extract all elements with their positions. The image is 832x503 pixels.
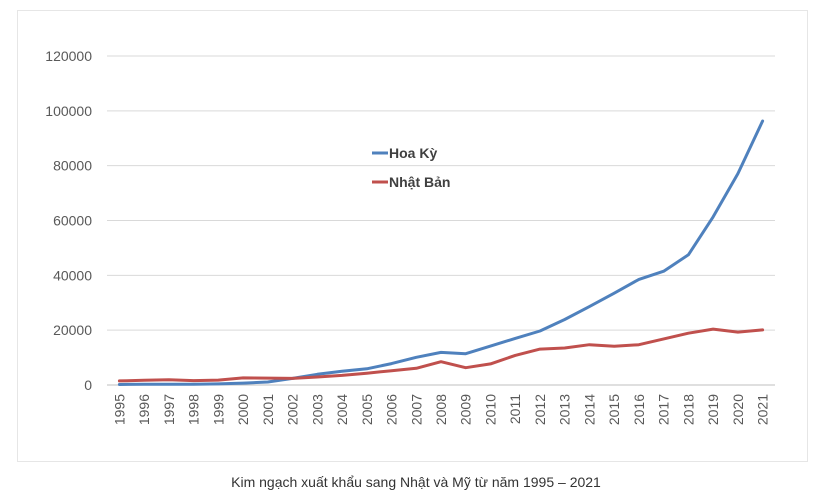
- x-tick-label: 1996: [136, 394, 152, 425]
- series-lines: [117, 119, 765, 386]
- y-tick-label: 120000: [45, 48, 92, 64]
- x-tick-label: 2005: [359, 394, 375, 425]
- y-tick-label: 100000: [45, 103, 92, 119]
- x-tick-label: 1999: [210, 394, 226, 425]
- x-tick-label: 2009: [458, 394, 474, 425]
- legend: Hoa Kỳ Nhật Bản: [372, 145, 450, 190]
- x-tick-label: 2007: [408, 394, 424, 425]
- x-tick-label: 2003: [309, 394, 325, 425]
- x-tick-label: 2012: [532, 394, 548, 425]
- x-tick-label: 2010: [482, 394, 498, 425]
- series-line: [117, 119, 765, 386]
- x-tick-label: 1998: [186, 394, 202, 425]
- x-tick-label: 2013: [557, 394, 573, 425]
- figure-caption: Kim ngạch xuất khẩu sang Nhật và Mỹ từ n…: [231, 474, 601, 490]
- legend-label: Hoa Kỳ: [389, 145, 437, 161]
- x-tick-label: 1995: [111, 394, 127, 425]
- y-tick-label: 60000: [53, 213, 92, 229]
- x-tick-label: 2000: [235, 394, 251, 425]
- y-tick-label: 20000: [53, 322, 92, 338]
- x-tick-label: 2019: [705, 394, 721, 425]
- x-tick-label: 2004: [334, 394, 350, 425]
- y-tick-label: 80000: [53, 158, 92, 174]
- x-tick-label: 2014: [581, 394, 597, 425]
- chart-frame: [17, 10, 808, 462]
- x-tick-label: 2017: [656, 394, 672, 425]
- x-tick-label: 2001: [260, 394, 276, 425]
- x-tick-label: 1997: [161, 394, 177, 425]
- x-tick-label: 2008: [433, 394, 449, 425]
- x-tick-label: 2015: [606, 394, 622, 425]
- y-axis-tick-labels: 0 20000 40000 60000 80000 100000 120000: [45, 48, 92, 393]
- x-axis-tick-labels: 1995 1996 1997 1998 1999 2000 2001 2002 2003 2004…: [111, 394, 770, 425]
- x-tick-label: 2018: [680, 394, 696, 425]
- x-tick-label: 2016: [631, 394, 647, 425]
- grid-lines: [107, 55, 775, 331]
- y-tick-label: 0: [84, 377, 92, 393]
- x-tick-label: 2002: [285, 394, 301, 425]
- x-tick-label: 2011: [507, 394, 523, 424]
- x-tick-label: 2020: [730, 394, 746, 425]
- legend-label: Nhật Bản: [389, 174, 450, 190]
- x-tick-label: 2006: [384, 394, 400, 425]
- y-tick-label: 40000: [53, 267, 92, 283]
- x-tick-label: 2021: [755, 394, 771, 425]
- series-line: [117, 327, 765, 383]
